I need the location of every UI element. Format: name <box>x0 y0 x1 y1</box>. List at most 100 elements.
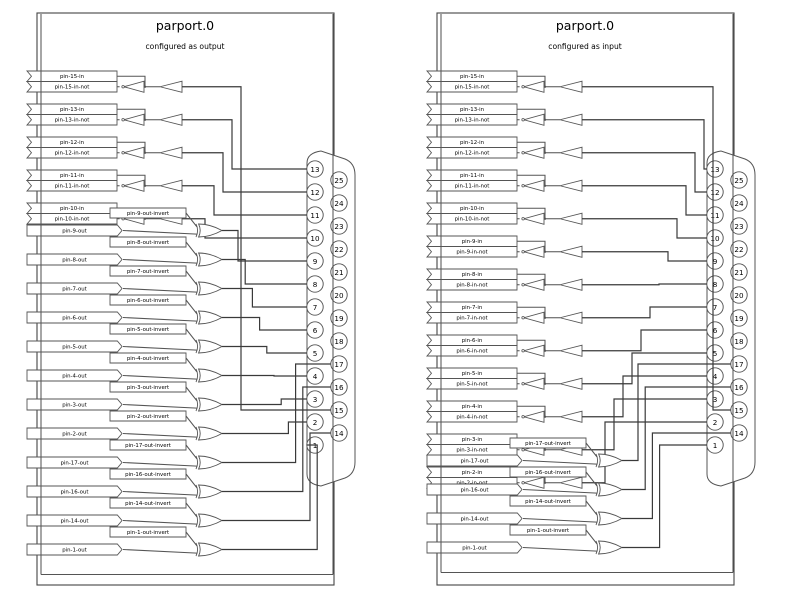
connector-pin-number-4: 4 <box>313 372 318 381</box>
hal-pin-pin-4-out-invert: pin-4-out-invert <box>109 352 187 364</box>
hal-pin-pin-9-out-invert: pin-9-out-invert <box>109 207 187 219</box>
connector-pin-19[interactable] <box>730 309 748 327</box>
hal-pin-box <box>26 311 123 324</box>
inverter-gate-pin-5-in-not <box>521 377 545 390</box>
connector-pin-number-16: 16 <box>734 383 744 392</box>
connector-pin-18[interactable] <box>730 332 748 350</box>
connector-pin-number-12: 12 <box>310 188 319 197</box>
hal-pin-label: pin-5-out <box>62 344 87 350</box>
connector-pin-number-15: 15 <box>734 406 743 415</box>
buffer-gate-pin-7-in <box>559 311 583 324</box>
xor-gate-pin-1-out <box>595 540 623 555</box>
connection-out-17 <box>622 363 731 462</box>
hal-pin-label: pin-14-out-invert <box>125 501 171 507</box>
connector-pin-number-19: 19 <box>734 314 744 323</box>
connector-pin-number-7: 7 <box>313 303 318 312</box>
hal-pin-pin-6-out: pin-6-out <box>26 311 123 324</box>
connector-pin-number-13: 13 <box>310 165 319 174</box>
hal-pin-label: pin-3-in <box>462 437 483 443</box>
hal-pin-pin-9-out: pin-9-out <box>26 224 123 237</box>
inverter-bubble <box>121 85 125 89</box>
input-pin-group-9: pin-9-in pin-9-in-not <box>426 235 583 258</box>
wire-node-pin-8-in <box>517 273 546 285</box>
connector-pin-21[interactable] <box>330 263 348 281</box>
connector-pin-number-23: 23 <box>734 222 743 231</box>
wire-node-pin-6-in <box>517 339 546 351</box>
connector-pin-25[interactable] <box>730 171 748 189</box>
wire-invert-in <box>185 386 198 402</box>
xor-body <box>197 252 223 267</box>
hal-pin-box <box>426 483 523 496</box>
inverter-bubble <box>121 118 125 122</box>
connector-pin-19[interactable] <box>330 309 348 327</box>
hal-pin-label: pin-13-in <box>60 107 84 113</box>
hal-pin-pin-5-out-invert: pin-5-out-invert <box>109 323 187 335</box>
connector-pin-number-10: 10 <box>310 234 320 243</box>
inverter-bubble <box>521 217 525 221</box>
inverter-gate-pin-8-in-not <box>521 278 545 291</box>
hal-pin-label: pin-1-out-invert <box>527 528 569 534</box>
connector-pin-number-24: 24 <box>334 199 344 208</box>
connector-pin-20[interactable] <box>730 286 748 304</box>
connector-pin-24[interactable] <box>730 194 748 212</box>
output-pin-group-6: pin-6-out pin-6-out-invert <box>26 294 223 325</box>
connector-pin-23[interactable] <box>730 217 748 235</box>
connector-pin-22[interactable] <box>730 240 748 258</box>
buffer-gate-pin-10-in <box>559 212 583 225</box>
hal-pin-pin-5-out: pin-5-out <box>26 340 123 353</box>
connector-pin-24[interactable] <box>330 194 348 212</box>
connector-pin-23[interactable] <box>330 217 348 235</box>
connector-pin-20[interactable] <box>330 286 348 304</box>
hal-pin-label: pin-4-out-invert <box>127 356 169 362</box>
hal-pin-label: pin-8-out-invert <box>127 240 169 246</box>
hal-pin-box <box>509 524 587 536</box>
hal-pin-box <box>109 207 187 219</box>
hal-pin-box <box>109 323 187 335</box>
xor-body <box>197 223 223 238</box>
panel-subtitle: configured as input <box>548 42 621 51</box>
hal-pin-label: pin-13-in-not <box>55 118 90 124</box>
wire-out-in <box>122 258 198 264</box>
hal-pin-box <box>426 541 523 554</box>
hal-pin-label: pin-13-in-not <box>455 118 490 124</box>
buffer-triangle <box>559 113 583 126</box>
connector-pin-25[interactable] <box>330 171 348 189</box>
connection-out-6 <box>222 316 307 331</box>
output-pin-group-3: pin-3-out pin-3-out-invert <box>26 381 223 412</box>
hal-pin-pin-1-out-invert: pin-1-out-invert <box>509 524 587 536</box>
hal-pin-box <box>26 543 123 556</box>
hal-pin-box <box>426 512 523 525</box>
hal-pin-label: pin-3-in-not <box>456 448 487 454</box>
hal-pin-pin-13-in-not: pin-13-in-not <box>426 114 518 126</box>
connector-pin-21[interactable] <box>730 263 748 281</box>
buffer-triangle <box>159 179 183 192</box>
inverter-triangle <box>122 146 145 159</box>
hal-pin-pin-4-in-not: pin-4-in-not <box>426 411 518 423</box>
hal-pin-box <box>426 213 518 225</box>
xor-body <box>197 426 223 441</box>
connector-pin-number-10: 10 <box>710 234 720 243</box>
inverter-gate-pin-10-in-not <box>521 212 545 225</box>
connector-pin-22[interactable] <box>330 240 348 258</box>
output-pin-group-17: pin-17-out pin-17-out-invert <box>26 439 223 470</box>
hal-pin-box <box>26 369 123 382</box>
hal-pin-pin-14-out: pin-14-out <box>426 512 523 525</box>
input-pin-group-13: pin-13-in pin-13-in-not <box>426 103 583 126</box>
inverter-gate-pin-7-in-not <box>521 311 545 324</box>
hal-pin-pin-17-out: pin-17-out <box>26 456 123 469</box>
connector-pin-number-7: 7 <box>713 303 718 312</box>
buffer-gate-pin-15-in <box>159 80 183 93</box>
hal-pin-pin-17-out: pin-17-out <box>426 454 523 467</box>
inverter-bubble <box>521 481 525 485</box>
inverter-gate-pin-13-in-not <box>121 113 145 126</box>
buffer-triangle <box>559 344 583 357</box>
hal-pin-box <box>26 340 123 353</box>
connection-12 <box>182 152 307 193</box>
connector-pin-18[interactable] <box>330 332 348 350</box>
wire-invert-in <box>585 500 598 516</box>
connector-pin-number-11: 11 <box>710 211 719 220</box>
hal-pin-pin-15-in-not: pin-15-in-not <box>26 81 118 93</box>
hal-pin-pin-7-out: pin-7-out <box>26 282 123 295</box>
hal-pin-label: pin-1-out <box>462 545 487 551</box>
connector-pin-number-17: 17 <box>734 360 743 369</box>
